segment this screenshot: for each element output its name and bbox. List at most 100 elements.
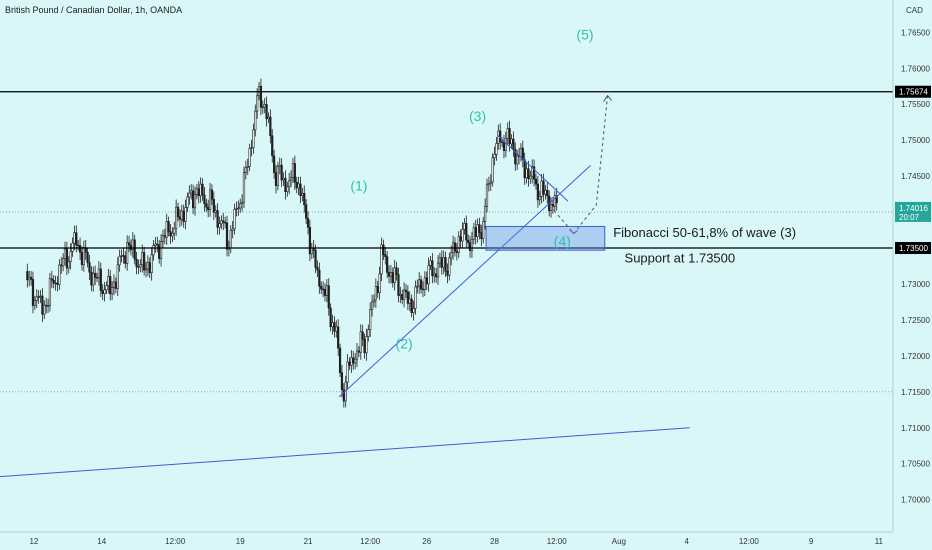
x-tick-label: 4 [684,537,689,546]
candle [256,88,259,119]
y-tick-label: 1.70000 [901,496,930,505]
candle-body [418,279,421,287]
candle-body [521,147,524,161]
wave-label: (1) [350,178,367,194]
candle [271,129,274,163]
x-tick-label: 21 [304,537,313,546]
candle-body [433,273,436,277]
candle-body [527,168,530,179]
candle-body [359,331,362,353]
candle [110,281,114,301]
candle-body [404,289,408,293]
candle-body [195,188,198,195]
candle [404,283,408,299]
candle-body [199,183,202,197]
candle-body [139,264,142,268]
candle [470,231,474,259]
candle-body [523,159,526,179]
candle-body [303,193,306,206]
candle [495,137,498,161]
candle-body [265,104,268,120]
candle-body [92,272,95,286]
trend-line[interactable] [338,164,591,398]
candle-body [52,279,55,284]
candle [225,215,229,257]
candle-body [361,331,364,340]
candle-body [58,264,61,285]
candle [280,158,283,187]
candle [412,300,415,321]
candle-body [288,179,291,188]
level-price-badge [895,85,931,98]
candle-body [263,104,266,108]
candle-body [534,178,538,185]
candle-body [210,189,214,200]
candle [436,255,440,285]
candle-body [423,277,426,290]
candle-body [499,130,502,143]
candle-body [459,236,462,242]
candle [284,170,287,200]
candle-body [180,210,183,220]
candle-body [112,281,116,288]
candle-body [382,244,385,255]
fibonacci-zone[interactable] [485,225,606,251]
candle [109,269,112,301]
trend-line[interactable] [497,134,569,202]
candle-body [442,257,445,268]
candle-body [267,116,270,120]
candle-body [46,305,50,307]
x-tick-label: 28 [490,537,499,546]
candle [144,261,148,278]
candle-body [519,147,523,157]
candle-body [408,298,411,304]
candle-body [33,300,36,306]
candle-body [289,177,293,181]
candle-body [165,221,168,238]
candle-body [470,238,474,251]
candle-body [220,220,223,225]
candle-body [158,244,161,259]
candle-body [60,264,63,267]
x-tick-label: 12:00 [360,537,381,546]
candle [482,216,485,244]
candle-body [504,138,507,151]
candle [88,254,91,280]
candle [242,166,246,209]
candle-body [378,273,381,293]
candle-body [429,260,432,266]
trend-line[interactable] [0,427,690,478]
candle-body [448,257,451,276]
candle-body [487,182,490,186]
x-tick-label: 12:00 [739,537,760,546]
candle [161,229,165,248]
candle-body [386,256,389,273]
candle-body [369,309,372,330]
candle [465,215,468,249]
candle [171,227,174,243]
candle [555,187,558,211]
candle-body [286,186,289,192]
candle-body [190,190,193,194]
candle-body [54,282,57,285]
candle-body [176,206,180,218]
y-tick-label: 1.76500 [901,28,930,37]
candle [450,245,453,266]
candle [361,324,364,347]
candle-body [274,172,278,186]
candle [240,194,244,212]
candle-body [31,279,35,306]
candle [231,220,234,239]
candle-body [182,210,185,222]
x-tick-label: 12:00 [547,537,568,546]
candle [534,173,538,190]
candle [254,104,257,137]
candle [269,109,272,144]
currency-label: CAD [906,6,923,15]
candle [210,184,214,205]
candle-body [45,304,48,307]
candle-body [161,235,165,243]
